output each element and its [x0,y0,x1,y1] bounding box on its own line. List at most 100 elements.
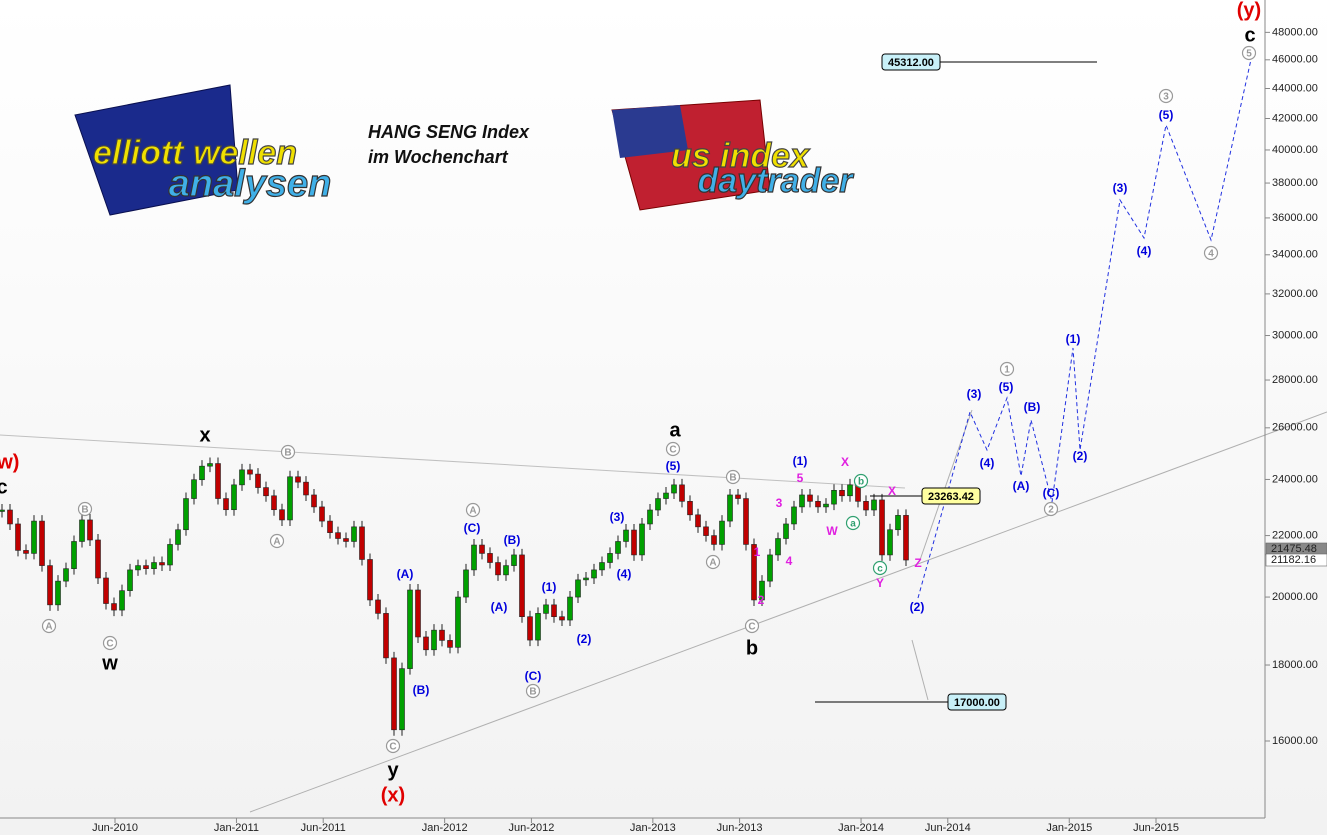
candle [423,636,429,651]
candle [15,523,21,551]
price-tag-label: 21182.16 [1271,554,1316,566]
candle [879,499,885,556]
candle [431,629,437,651]
projection-path [917,54,1253,599]
candle [119,590,125,611]
wave-label: B [81,505,88,516]
wave-label: (x) [381,784,405,806]
candle [175,529,181,545]
wave-label: y [387,759,399,781]
level-label: 45312.00 [888,57,934,69]
candle [599,562,605,571]
wave-label: (5) [999,380,1014,394]
candle [503,565,509,576]
y-tick-label: 38000.00 [1272,177,1318,189]
candle [247,469,253,475]
wave-label: (3) [1113,181,1128,195]
wave-label: (3) [610,510,625,524]
wave-label: C [106,639,113,650]
candle [0,509,5,512]
y-tick-label: 30000.00 [1272,329,1318,341]
candle [583,577,589,581]
candle [791,506,797,525]
x-tick-label: Jun-2015 [1133,822,1179,834]
wave-circle [872,560,888,576]
wave-label: 5 [797,471,804,485]
candle [871,499,877,511]
candle [647,509,653,525]
wave-circle [1043,501,1059,517]
logo-elliott: elliott wellen analysen [74,84,332,216]
wave-label: C [669,445,676,456]
wave-label: 5 [1246,49,1252,60]
wave-label: (1) [1066,332,1081,346]
candle [671,484,677,494]
wave-circle [853,473,869,489]
candle [623,529,629,542]
wave-label: (4) [1137,244,1152,258]
candle [551,604,557,618]
candle [399,668,405,731]
candle [23,550,29,554]
candle [799,494,805,508]
candle [735,494,741,499]
trend-line [249,411,1327,813]
y-tick-label: 18000.00 [1272,659,1318,671]
wave-label: A [469,506,476,517]
candle [319,506,325,522]
wave-circle [705,554,721,570]
wave-label: (C) [525,669,542,683]
wave-label: 2 [758,593,765,607]
x-tick-label: Jun-2010 [92,822,138,834]
candle [479,544,485,554]
level-box [921,487,981,505]
candle [727,494,733,522]
wave-label: a [850,519,856,530]
logo-text: elliott wellen [93,134,297,172]
wave-circle [665,441,681,457]
wave-label: (w) [0,451,19,473]
wave-label: 3 [1163,92,1169,103]
wave-circle [465,502,481,518]
wave-label: (2) [910,600,925,614]
candle [439,629,445,641]
candle [295,476,301,483]
wave-circle [280,444,296,460]
candle [335,532,341,539]
candle [31,520,37,554]
candle [895,515,901,531]
candle [687,501,693,516]
candle [527,616,533,641]
candle [807,494,813,502]
wave-circle [1203,245,1219,261]
candle [407,589,413,669]
wave-label: (C) [1043,486,1060,500]
candle [359,526,365,560]
wave-label: b [746,637,758,659]
wave-label: 4 [786,554,793,568]
wave-label: (A) [491,600,508,614]
x-tick-label: Jun-2014 [925,822,971,834]
candle [495,562,501,576]
wave-label: c [877,564,883,575]
candle [839,489,845,497]
x-tick-label: Jun-2012 [508,822,554,834]
wave-circle [525,683,541,699]
candle [351,526,357,542]
candle [87,519,93,541]
candle [183,498,189,531]
wave-label: (B) [1024,400,1041,414]
logo-text: analysen [169,163,332,205]
wave-label: (1) [542,580,557,594]
candle [575,579,581,598]
candle [199,465,205,481]
wave-label: X [841,455,849,469]
x-tick-label: Jan-2011 [214,822,259,834]
candle [663,492,669,499]
candle [543,604,549,614]
candle [327,520,333,533]
wave-circle [999,361,1015,377]
y-tick-label: 44000.00 [1272,82,1318,94]
wave-circle [102,635,118,651]
candle [255,473,261,488]
